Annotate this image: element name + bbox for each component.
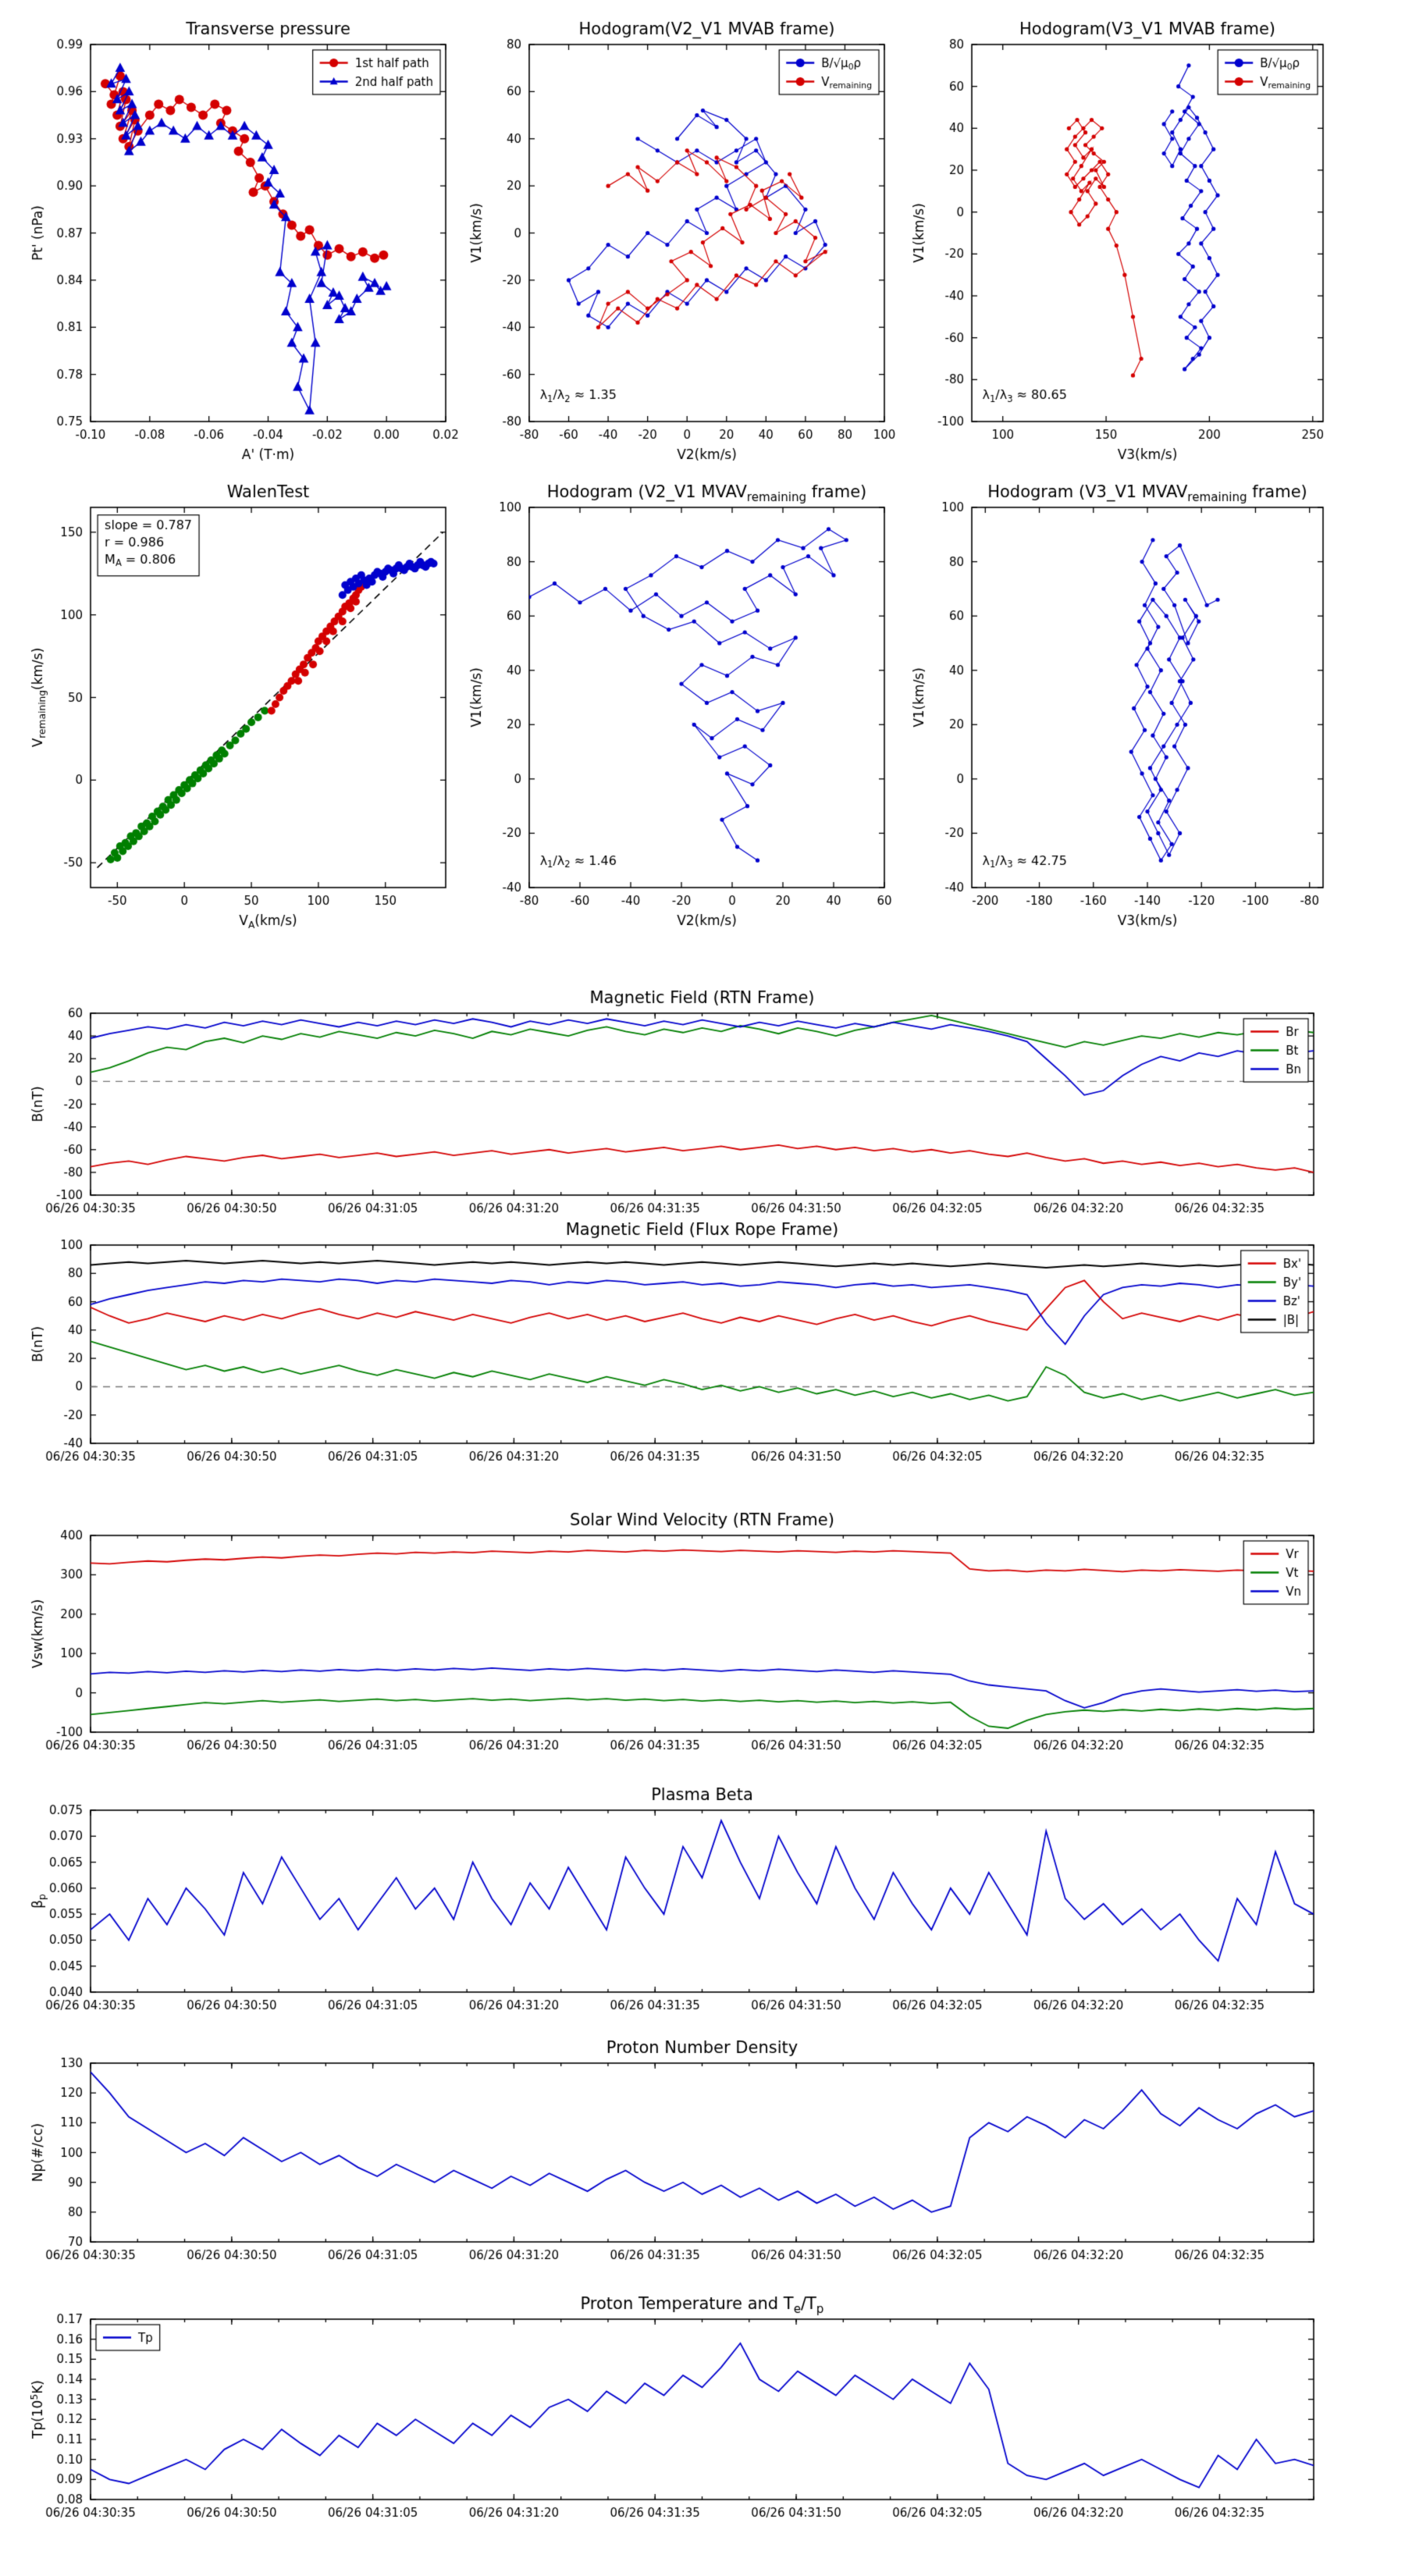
figure-canvas <box>0 0 1405 2576</box>
multi-panel-figure <box>0 0 1405 2576</box>
